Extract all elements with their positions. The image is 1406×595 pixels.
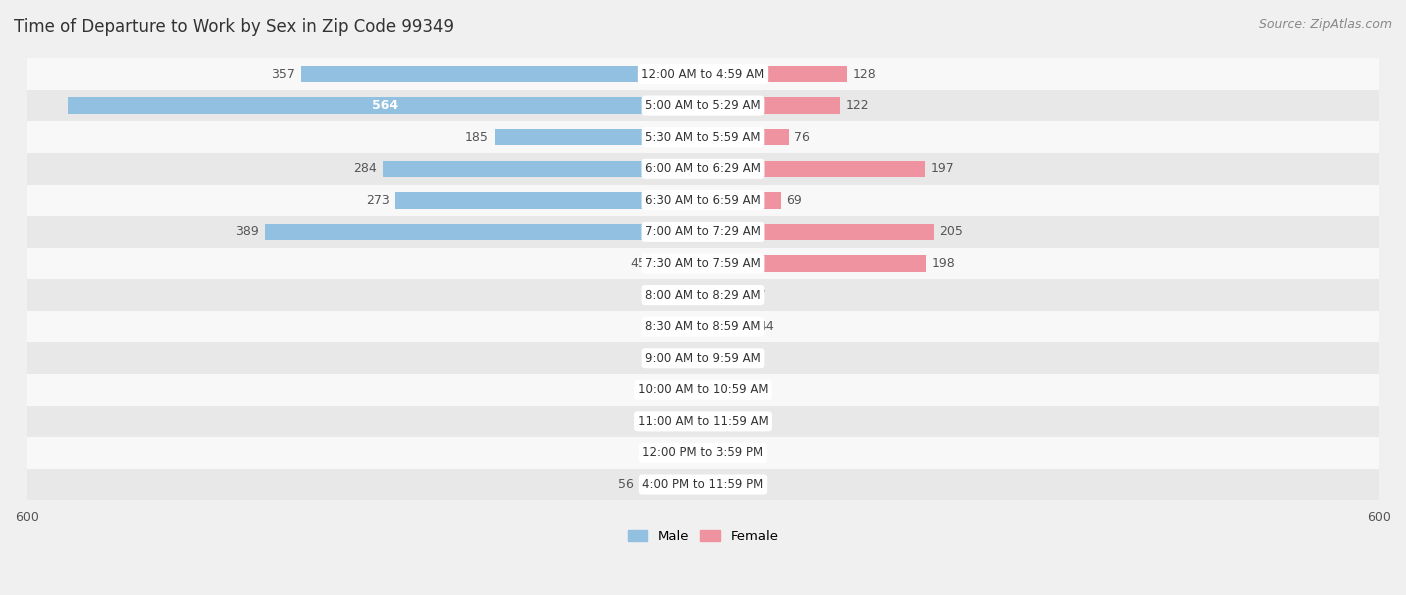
Text: 10:00 AM to 10:59 AM: 10:00 AM to 10:59 AM <box>638 383 768 396</box>
Text: 564: 564 <box>373 99 398 112</box>
Bar <box>27 248 1379 279</box>
Bar <box>703 318 752 335</box>
Text: 8:00 AM to 8:29 AM: 8:00 AM to 8:29 AM <box>645 289 761 302</box>
Bar <box>264 224 703 240</box>
Text: 357: 357 <box>271 67 295 80</box>
Text: 5: 5 <box>683 383 692 396</box>
Bar <box>27 184 1379 216</box>
Bar <box>703 98 841 114</box>
Text: 34: 34 <box>747 383 762 396</box>
Bar <box>703 129 789 145</box>
Bar <box>697 381 703 398</box>
Text: 122: 122 <box>846 99 870 112</box>
Text: 284: 284 <box>354 162 377 176</box>
Text: 8:30 AM to 8:59 AM: 8:30 AM to 8:59 AM <box>645 320 761 333</box>
Bar <box>27 469 1379 500</box>
Text: 4:00 PM to 11:59 PM: 4:00 PM to 11:59 PM <box>643 478 763 491</box>
Text: 9:00 AM to 9:59 AM: 9:00 AM to 9:59 AM <box>645 352 761 365</box>
Bar <box>27 58 1379 90</box>
Text: 197: 197 <box>931 162 955 176</box>
Bar <box>27 342 1379 374</box>
Bar <box>395 192 703 208</box>
Text: Time of Departure to Work by Sex in Zip Code 99349: Time of Departure to Work by Sex in Zip … <box>14 18 454 36</box>
Text: 389: 389 <box>235 226 259 239</box>
Bar <box>703 350 717 367</box>
Text: 76: 76 <box>794 131 810 143</box>
Bar <box>703 255 927 272</box>
Bar <box>703 192 780 208</box>
Text: 7:00 AM to 7:29 AM: 7:00 AM to 7:29 AM <box>645 226 761 239</box>
Bar <box>703 287 745 303</box>
Bar <box>27 90 1379 121</box>
Bar <box>67 98 703 114</box>
Text: 0: 0 <box>709 415 717 428</box>
Bar <box>27 311 1379 342</box>
Bar <box>703 161 925 177</box>
Bar <box>382 161 703 177</box>
Text: 600: 600 <box>15 511 39 524</box>
Text: 12: 12 <box>723 352 738 365</box>
Bar <box>652 255 703 272</box>
Bar <box>703 381 741 398</box>
Text: 0: 0 <box>689 446 697 459</box>
Bar <box>27 279 1379 311</box>
Text: 11: 11 <box>669 289 685 302</box>
Text: Source: ZipAtlas.com: Source: ZipAtlas.com <box>1258 18 1392 31</box>
Bar <box>640 476 703 493</box>
Text: 11:00 AM to 11:59 AM: 11:00 AM to 11:59 AM <box>638 415 768 428</box>
Bar <box>27 121 1379 153</box>
Bar <box>703 224 934 240</box>
Bar <box>27 437 1379 469</box>
Bar <box>690 287 703 303</box>
Bar <box>686 350 703 367</box>
Text: 69: 69 <box>786 194 803 207</box>
Bar <box>27 153 1379 184</box>
Text: 6:00 AM to 6:29 AM: 6:00 AM to 6:29 AM <box>645 162 761 176</box>
Text: 56: 56 <box>619 478 634 491</box>
Bar <box>495 129 703 145</box>
Bar <box>703 444 733 461</box>
Text: 128: 128 <box>853 67 876 80</box>
Text: 7:30 AM to 7:59 AM: 7:30 AM to 7:59 AM <box>645 257 761 270</box>
Text: 185: 185 <box>465 131 489 143</box>
Text: 45: 45 <box>631 257 647 270</box>
Text: 273: 273 <box>366 194 389 207</box>
Text: 37: 37 <box>751 289 766 302</box>
Text: 600: 600 <box>1367 511 1391 524</box>
Bar <box>301 66 703 82</box>
Bar <box>27 374 1379 406</box>
Bar <box>703 66 848 82</box>
Text: 6:30 AM to 6:59 AM: 6:30 AM to 6:59 AM <box>645 194 761 207</box>
Text: 12:00 PM to 3:59 PM: 12:00 PM to 3:59 PM <box>643 446 763 459</box>
Text: 198: 198 <box>932 257 956 270</box>
Text: 5:00 AM to 5:29 AM: 5:00 AM to 5:29 AM <box>645 99 761 112</box>
Text: 15: 15 <box>665 352 681 365</box>
Legend: Male, Female: Male, Female <box>623 525 783 549</box>
Text: 0: 0 <box>689 320 697 333</box>
Bar <box>27 216 1379 248</box>
Text: 26: 26 <box>738 446 754 459</box>
Bar <box>27 406 1379 437</box>
Text: 12:00 AM to 4:59 AM: 12:00 AM to 4:59 AM <box>641 67 765 80</box>
Text: 0: 0 <box>709 478 717 491</box>
Text: 0: 0 <box>689 415 697 428</box>
Text: 5:30 AM to 5:59 AM: 5:30 AM to 5:59 AM <box>645 131 761 143</box>
Text: 44: 44 <box>758 320 773 333</box>
Text: 205: 205 <box>939 226 963 239</box>
